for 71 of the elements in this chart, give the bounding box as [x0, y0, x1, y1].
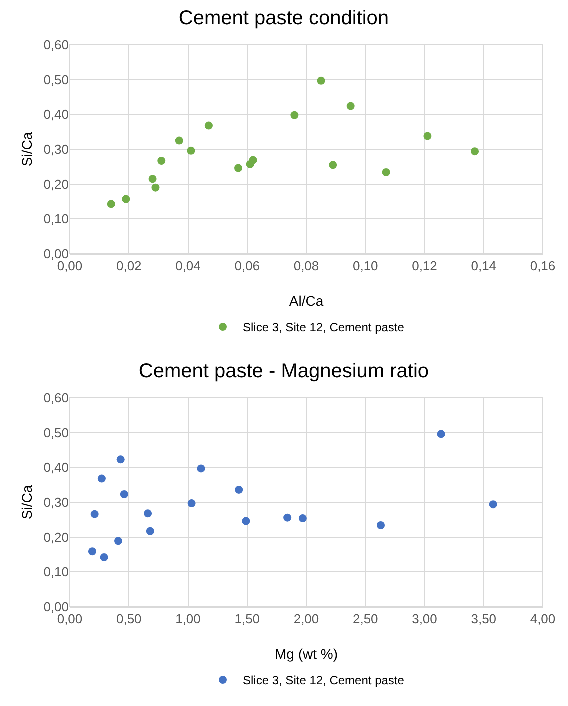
point [187, 146, 196, 155]
x-tick-label: 0,10 [352, 258, 378, 274]
x-tick-label: 0,16 [530, 258, 556, 274]
point [144, 510, 152, 518]
y-tick-label: 0,60 [44, 38, 69, 53]
chart-title: Cement paste condition [178, 8, 390, 30]
y-tick-label: 0,50 [44, 72, 69, 88]
point [329, 161, 338, 170]
point [100, 554, 108, 562]
point [489, 500, 498, 509]
x-axis-title: Al/Ca [289, 293, 324, 309]
point [290, 111, 299, 120]
point [107, 200, 116, 208]
y-tick-label: 0,40 [44, 107, 69, 122]
point [377, 521, 385, 530]
y-axis-title: Si/Ca [19, 132, 35, 167]
point [471, 148, 480, 156]
x-tick-label: 0,04 [176, 258, 201, 274]
y-tick-label: 0,20 [44, 530, 69, 545]
x-tick-label: 0,14 [471, 258, 497, 274]
x-tick-label: 0,08 [294, 258, 320, 274]
x-tick-label: 0,12 [412, 258, 438, 274]
x-tick-label: 0,02 [116, 258, 142, 274]
point [234, 164, 243, 172]
point [175, 136, 184, 145]
point [116, 456, 125, 464]
point [298, 514, 307, 523]
point [98, 474, 106, 483]
point [90, 510, 99, 518]
point [424, 132, 432, 140]
x-tick-label: 0,50 [116, 612, 142, 627]
point [88, 548, 96, 556]
point [249, 156, 258, 164]
point [317, 76, 326, 85]
y-tick-label: 0,30 [44, 142, 69, 158]
y-tick-label: 0,10 [44, 564, 69, 580]
x-tick-label: 1,00 [176, 612, 201, 627]
point [146, 527, 154, 536]
legend-label: Slice 3, Site 12, Cement paste [243, 674, 405, 688]
x-axis-title: Mg (wt %) [275, 646, 338, 662]
legend-label: Slice 3, Site 12, Cement paste [243, 320, 405, 335]
point [235, 486, 244, 494]
x-tick-label: 1,50 [234, 612, 260, 627]
point [120, 490, 128, 498]
y-tick-label: 0,40 [44, 460, 69, 476]
point [284, 514, 292, 522]
y-tick-label: 0,10 [44, 212, 69, 227]
point [204, 122, 213, 130]
chart-title: Cement paste - Magnesium ratio [138, 360, 430, 383]
x-tick-label: 2,00 [294, 612, 320, 627]
x-tick-label: 0,06 [234, 258, 260, 274]
x-tick-label: 2,50 [352, 612, 378, 627]
point [152, 184, 160, 192]
point [437, 430, 446, 438]
point [148, 175, 157, 184]
y-tick-label: 0,30 [44, 495, 69, 510]
point [242, 517, 250, 526]
point [114, 537, 122, 546]
x-tick-label: 3,00 [412, 612, 438, 627]
x-tick-label: 3,50 [471, 612, 497, 627]
y-tick-label: 0,50 [44, 425, 69, 440]
y-tick-label: 0,20 [44, 176, 69, 192]
y-axis-title: Si/Ca [19, 485, 35, 520]
point [122, 195, 130, 204]
point [197, 464, 206, 473]
y-tick-label: 0,60 [44, 390, 69, 406]
point [188, 500, 196, 508]
point [158, 157, 166, 165]
point [382, 168, 390, 176]
x-tick-label: 4,00 [530, 612, 556, 627]
point [346, 102, 355, 110]
